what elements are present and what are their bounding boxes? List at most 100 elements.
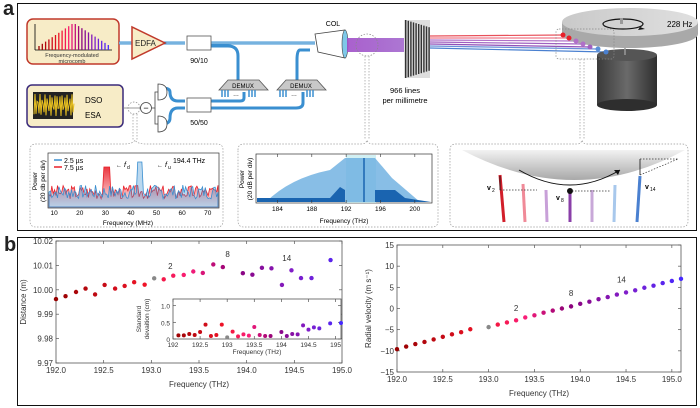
x-tick-label: 194.5: [300, 342, 317, 349]
plot-area: [396, 244, 682, 373]
rf-legend-2-5us: 2.5 µs: [64, 158, 84, 165]
data-point: [632, 288, 638, 293]
panel-a-letter: a: [3, 0, 15, 20]
data-point: [151, 276, 157, 281]
data-point: [268, 334, 273, 338]
data-point: [257, 333, 262, 337]
svg-text:DEMUX: DEMUX: [232, 84, 254, 90]
data-point: [279, 330, 284, 334]
data-point: [660, 280, 665, 286]
velocity-label-v2: v: [487, 185, 491, 192]
x-tick-label: 195: [330, 342, 341, 349]
data-point: [102, 282, 107, 288]
inset-wheel-velocities: v 2 v 8 v 14: [449, 139, 689, 228]
spectrum-xtick-label: 200: [409, 206, 420, 213]
x-tick-label: 194.5: [284, 366, 305, 375]
data-point: [192, 333, 197, 337]
y-tick-label: 10.00: [33, 286, 54, 295]
x-tick-label: 192: [168, 342, 179, 349]
y-tick-label: 15: [385, 241, 394, 250]
dso-esa-instrument: DSO ESA: [26, 84, 124, 128]
velocity-label-v8: v: [556, 195, 560, 202]
svg-text:d: d: [127, 165, 130, 171]
svg-text:Power: Power: [239, 169, 246, 188]
inset-optical-spectrum: 184 188 192 196 200 Frequency (THz) Power (2…: [237, 139, 439, 228]
velocity-label-v14: v: [645, 184, 649, 191]
data-point: [651, 283, 656, 288]
data-point: [290, 332, 295, 336]
y-tick-label: 10.01: [33, 261, 54, 270]
data-point: [181, 333, 186, 338]
data-point: [550, 308, 555, 313]
edfa-label: EDFA: [135, 39, 157, 48]
point-annotation: 14: [282, 254, 291, 263]
svg-text:DEMUX: DEMUX: [290, 84, 312, 90]
balanced-subtractor: [140, 102, 152, 114]
point-annotation: 2: [514, 304, 519, 313]
data-point: [587, 299, 592, 304]
y-axis-label: Distance (m): [19, 279, 28, 325]
data-point: [513, 318, 519, 323]
inset-rf-spectrum: 10 20 30 40 50 60 70 2.5 µs 7.5 µs 194.4 THz ←…: [29, 139, 224, 228]
y-tick-label: 9.97: [37, 359, 53, 368]
spectrum-xtick-label: 188: [306, 206, 317, 213]
grating-line: [420, 24, 422, 74]
y-tick-label: 0.5: [161, 320, 170, 327]
grating-line: [410, 21, 412, 77]
rf-legend-7-5us: 7.5 µs: [64, 165, 84, 172]
spectrum-xlabel: Frequency (THz): [320, 218, 369, 225]
data-point: [259, 265, 265, 271]
data-point: [295, 332, 300, 337]
data-point: [279, 282, 285, 288]
data-point: [623, 290, 629, 295]
splitter-90-10-label: 90/10: [190, 58, 208, 65]
data-point: [200, 270, 206, 276]
data-point: [240, 271, 246, 276]
microcomb-label-2: microcomb: [59, 59, 86, 65]
grating-label-2: per millimetre: [382, 96, 427, 105]
data-point: [208, 334, 213, 338]
data-point: [440, 334, 446, 340]
svg-text:Power: Power: [32, 171, 39, 190]
comb-spectrum-lines: [38, 24, 109, 50]
data-point: [263, 334, 268, 338]
spectrum-xtick-label: 196: [375, 206, 386, 213]
data-point: [413, 341, 418, 347]
data-point: [73, 289, 79, 295]
svg-text:(20 db per div): (20 db per div): [40, 160, 47, 202]
data-point: [328, 257, 333, 263]
microcomb-source: Frequency-modulated microcomb: [26, 18, 120, 65]
photodetector-1: [157, 83, 168, 101]
data-point: [211, 262, 216, 267]
panel-a-schematic: Frequency-modulated microcomb EDFA 90/10…: [26, 8, 698, 228]
data-point: [131, 280, 137, 285]
rf-annotation-frequency: 194.4 THz: [173, 158, 206, 165]
data-point: [92, 292, 98, 297]
y-tick-label: 10: [385, 262, 394, 271]
x-tick-label: 192.5: [192, 342, 209, 349]
svg-text:2: 2: [492, 188, 495, 194]
panel-b-letter: b: [4, 234, 17, 256]
x-tick-label: 193.5: [246, 342, 263, 349]
x-tick-label: 193: [222, 342, 233, 349]
y-tick-label: 0: [390, 305, 395, 314]
grating-label-1: 966 lines: [390, 86, 420, 95]
svg-text:u: u: [168, 165, 171, 171]
x-axis-label: Frequency (THz): [169, 380, 229, 389]
data-point: [449, 332, 455, 337]
data-point: [328, 321, 333, 326]
x-tick-label: 193.5: [189, 366, 210, 375]
collimator: COL: [314, 21, 349, 59]
inset-y-label-1: Standard: [136, 305, 143, 332]
data-point: [171, 273, 176, 278]
y-tick-label: −15: [380, 368, 394, 377]
edfa-amplifier: EDFA: [131, 25, 167, 61]
data-point: [532, 313, 537, 318]
data-point: [225, 335, 230, 340]
data-point: [504, 320, 510, 325]
data-point: [63, 293, 68, 299]
data-point: [252, 325, 257, 329]
panel-b-charts: 192.0 192.5 193.0 193.5 194.0 194.5 195.0 9.97 9…: [19, 237, 684, 398]
data-point: [309, 275, 314, 281]
x-tick-label: 194.5: [616, 375, 637, 384]
